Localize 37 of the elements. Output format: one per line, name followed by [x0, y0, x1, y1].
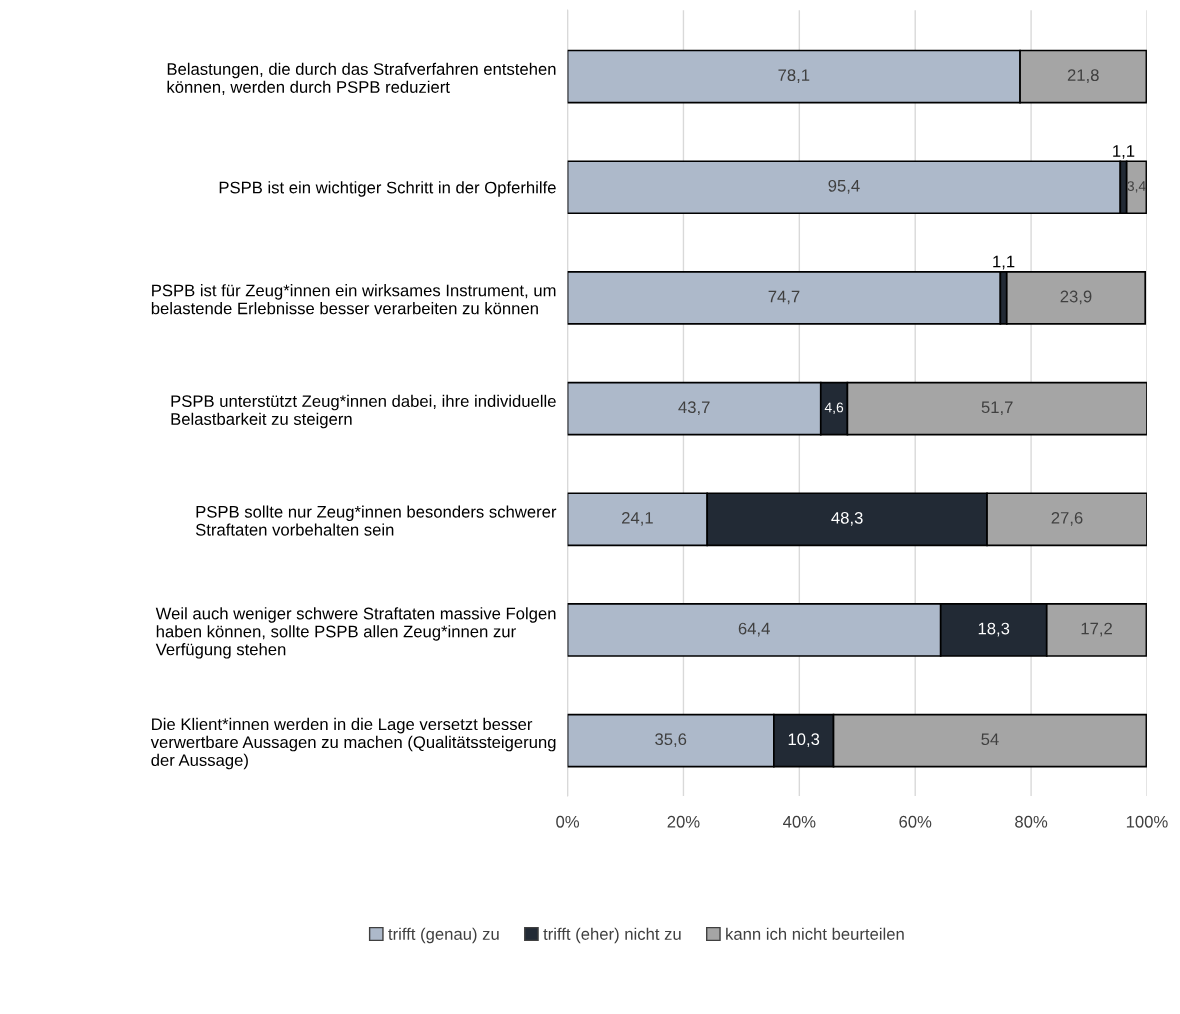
data-label: 74,7	[768, 290, 800, 305]
data-label: 1,1	[993, 255, 1015, 270]
data-label: 78,1	[778, 69, 810, 83]
legend-label: trifft (genau) zu	[388, 927, 499, 944]
data-label: 27,6	[1051, 511, 1083, 526]
data-label: 43,7	[678, 401, 710, 416]
data-label: 23,9	[1060, 290, 1092, 305]
x-tick-label: 40%	[783, 815, 816, 828]
bar	[567, 271, 1002, 325]
data-label: 21,8	[1067, 69, 1099, 83]
x-tick-label: 60%	[899, 815, 932, 828]
legend-label: trifft (eher) nicht zu	[543, 927, 681, 944]
x-tick-label: 0%	[556, 815, 580, 828]
y-tick-label: PSPB ist für Zeug*innen ein wirksames Instrument, um belastende Erlebnisse besser verarbeiten zu können	[151, 284, 556, 315]
x-tick-label: 20%	[667, 815, 700, 828]
y-tick-label: PSPB sollte nur Zeug*innen besonders schwerer Straftaten vorbehalten sein	[195, 505, 557, 536]
y-tick-label: Belastungen, die durch das Strafverfahren entstehen können, werden durch PSPB reduziert	[167, 62, 556, 95]
data-label: 10,3	[788, 733, 820, 748]
y-tick-label: PSPB unterstützt Zeug*innen dabei, ihre individuelle Belastbarkeit zu steigern	[171, 394, 556, 429]
data-label: 48,3	[831, 511, 863, 526]
data-label: 64,4	[738, 622, 770, 637]
x-tick-label: 100%	[1126, 815, 1168, 828]
data-label: 95,4	[828, 179, 860, 194]
y-tick-label: PSPB ist ein wichtiger Schritt in der Opferhilfe	[219, 181, 556, 197]
data-label: 54	[981, 733, 999, 746]
x-tick-label: 80%	[1015, 815, 1048, 828]
data-label: 24,1	[622, 511, 653, 526]
data-label: 35,6	[655, 733, 687, 748]
y-tick-label: Weil auch weniger schwere Straftaten massive Folgen haben können, sollte PSPB allen Zeug*innen zur Verfügung stehen	[155, 607, 556, 659]
y-tick-label: Die Klient*innen werden in die Lage versetzt besser verwertbare Aussagen zu machen (Qualitätssteigerung der Aussage)	[150, 717, 556, 770]
data-label: 18,3	[978, 622, 1010, 637]
bar	[567, 160, 1122, 215]
legend-label: kann ich nicht beurteilen	[726, 927, 904, 940]
data-label: 17,2	[1081, 622, 1112, 637]
data-label: 4,6	[824, 402, 844, 414]
data-label: 51,7	[981, 401, 1013, 416]
data-label: 1,1	[1113, 145, 1135, 159]
